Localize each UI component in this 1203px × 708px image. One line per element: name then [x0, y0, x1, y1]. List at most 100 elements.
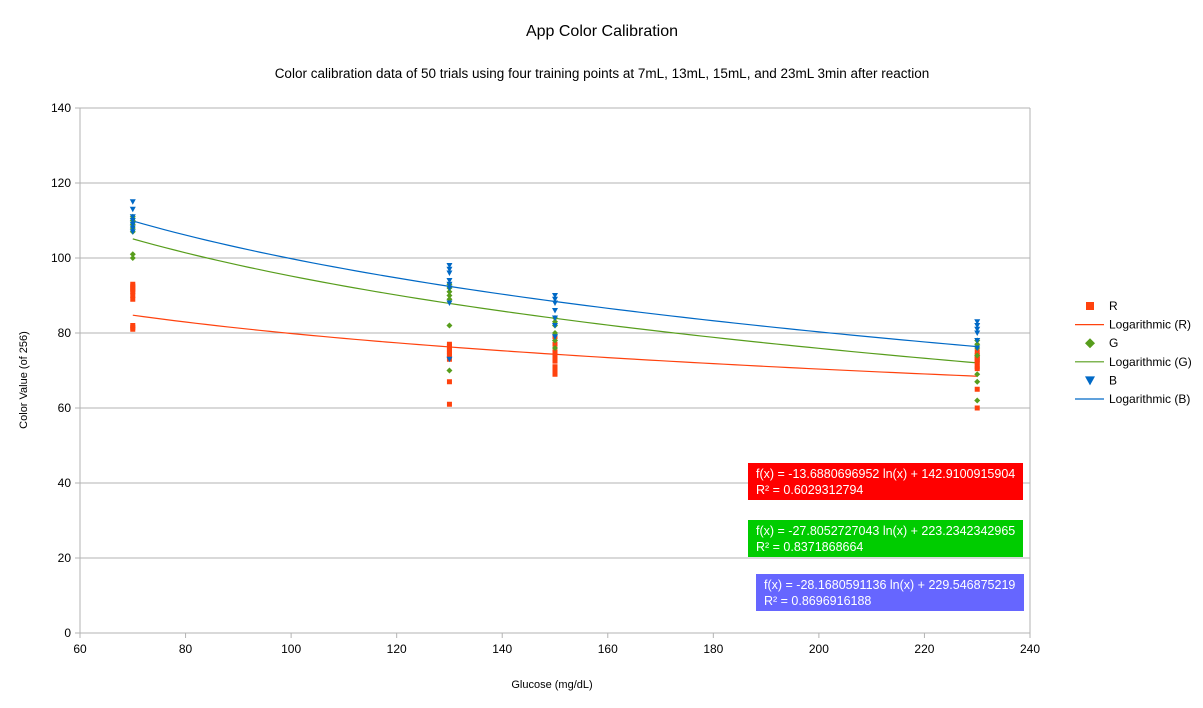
equation-g-r2: R² = 0.8371868664 — [756, 540, 864, 554]
data-point-g — [446, 367, 453, 374]
x-tick-label: 60 — [73, 642, 87, 656]
y-tick-label: 80 — [58, 326, 72, 340]
legend-label: R — [1109, 299, 1118, 313]
x-tick-label: 80 — [179, 642, 193, 656]
data-point-b — [974, 345, 981, 351]
data-point-b — [129, 225, 136, 231]
legend-label: G — [1109, 336, 1118, 350]
data-point-r — [130, 281, 136, 287]
y-tick-label: 20 — [58, 551, 72, 565]
data-point-r — [446, 401, 452, 407]
equation-box-b: f(x) = -28.1680591136 ln(x) + 229.546875… — [756, 574, 1024, 611]
data-point-b — [552, 293, 558, 299]
data-point-r — [974, 349, 980, 355]
data-point-b — [446, 285, 453, 291]
data-point-r — [552, 364, 558, 370]
data-point-b — [552, 315, 558, 321]
data-point-g — [974, 397, 981, 404]
legend-label: Logarithmic (B) — [1109, 392, 1190, 406]
x-tick-label: 120 — [387, 642, 407, 656]
chart-title: App Color Calibration — [526, 23, 678, 40]
data-point-b — [446, 270, 453, 276]
data-point-b — [446, 356, 453, 363]
equation-b-r2: R² = 0.8696916188 — [764, 594, 872, 608]
axes: 0 20 40 60 80 100 120 140 60 80 100 120 140 160 180 200… — [51, 101, 1040, 656]
x-tick-label: 160 — [598, 642, 618, 656]
data-point-g — [446, 288, 453, 295]
data-point-r — [552, 368, 558, 373]
data-points — [129, 199, 981, 411]
equation-r-formula: f(x) = -13.6880696952 ln(x) + 142.910091… — [756, 467, 1016, 481]
data-point-g — [129, 251, 136, 258]
y-tick-label: 140 — [51, 101, 71, 115]
data-point-r — [446, 341, 452, 347]
data-point-b — [129, 221, 136, 228]
data-point-b — [129, 214, 136, 220]
legend-marker-r — [1086, 302, 1094, 310]
data-point-b — [446, 281, 453, 288]
data-point-b — [129, 206, 136, 213]
x-axis-label: Glucose (mg/dL) — [511, 679, 592, 691]
y-tick-label: 120 — [51, 176, 71, 190]
data-point-g — [974, 371, 981, 378]
data-point-b — [974, 338, 981, 344]
equation-b-formula: f(x) = -28.1680591136 ln(x) + 229.546875… — [764, 578, 1016, 592]
data-point-b — [552, 308, 558, 314]
legend-label: B — [1109, 373, 1117, 387]
data-point-b — [552, 323, 558, 329]
data-point-r — [552, 371, 558, 377]
data-point-g — [552, 345, 558, 351]
y-tick-label: 0 — [64, 626, 71, 640]
x-tick-label: 140 — [492, 642, 512, 656]
x-tick-label: 180 — [703, 642, 723, 656]
data-point-r — [974, 405, 980, 411]
data-point-b — [974, 319, 981, 325]
data-point-b — [974, 323, 981, 329]
data-point-b — [446, 266, 453, 273]
equation-box-r: f(x) = -13.6880696952 ln(x) + 142.910091… — [748, 463, 1023, 500]
data-point-r — [974, 364, 980, 370]
equation-box-g: f(x) = -27.8052727043 ln(x) + 223.234234… — [748, 520, 1023, 557]
data-point-g — [974, 352, 981, 359]
data-point-r — [974, 386, 980, 392]
data-point-b — [552, 296, 558, 303]
data-point-b — [446, 278, 453, 284]
data-point-g — [446, 322, 453, 329]
data-point-r — [552, 341, 558, 347]
y-tick-label: 40 — [58, 476, 72, 490]
data-point-b — [974, 330, 981, 336]
data-point-b — [129, 229, 136, 235]
data-point-g — [974, 378, 981, 385]
x-tick-label: 200 — [809, 642, 829, 656]
y-axis-label: Color Value (of 256) — [18, 331, 30, 429]
legend-label: Logarithmic (R) — [1109, 318, 1191, 332]
equation-r-r2: R² = 0.6029312794 — [756, 483, 864, 497]
y-tick-label: 60 — [58, 401, 72, 415]
data-point-r — [130, 323, 136, 328]
x-tick-label: 240 — [1020, 642, 1040, 656]
data-point-r — [446, 379, 452, 385]
legend-marker-g — [1085, 338, 1095, 349]
legend-label: Logarithmic (G) — [1109, 355, 1192, 369]
data-point-b — [129, 199, 136, 205]
data-point-r — [130, 296, 136, 302]
legend: R Logarithmic (R) G Logarithmic (G) B Logarit… — [1075, 299, 1192, 406]
data-point-b — [552, 300, 558, 306]
data-point-r — [552, 353, 558, 358]
data-point-r — [552, 349, 558, 355]
equation-g-formula: f(x) = -27.8052727043 ln(x) + 223.234234… — [756, 524, 1016, 538]
data-point-g — [552, 337, 558, 344]
data-point-b — [974, 326, 981, 333]
data-point-b — [129, 218, 136, 224]
data-point-b — [446, 300, 453, 306]
x-tick-label: 220 — [914, 642, 934, 656]
data-point-r — [130, 293, 136, 298]
data-point-g — [129, 255, 136, 261]
legend-marker-b — [1085, 376, 1095, 386]
x-tick-label: 100 — [281, 642, 301, 656]
data-point-b — [552, 334, 558, 340]
data-point-g — [446, 292, 453, 299]
chart-subtitle: Color calibration data of 50 trials usin… — [275, 66, 930, 81]
y-tick-label: 100 — [51, 251, 71, 265]
